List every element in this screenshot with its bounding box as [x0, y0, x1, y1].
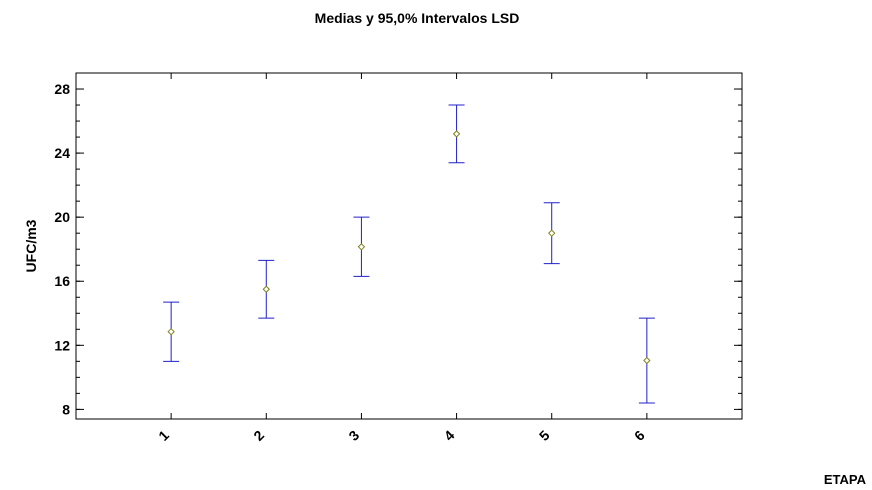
y-tick-label: 20 [54, 209, 70, 225]
mean-marker [357, 243, 366, 251]
x-tick-label: 2 [250, 427, 267, 444]
mean-marker [262, 285, 270, 293]
y-axis-label: UFC/m3 [23, 219, 39, 272]
x-axis-label: ETAPA [824, 472, 867, 487]
y-tick-label: 28 [54, 81, 70, 97]
y-tick-label: 16 [54, 273, 70, 289]
x-tick-label: 3 [345, 427, 362, 444]
y-tick-label: 8 [62, 401, 70, 417]
mean-marker [548, 229, 556, 237]
plot-frame [75, 72, 743, 420]
x-tick-label: 1 [155, 427, 172, 444]
y-tick-label: 12 [54, 337, 70, 353]
interval-series [163, 104, 655, 404]
x-tick-label: 5 [536, 427, 553, 444]
chart-title: Medias y 95,0% Intervalos LSD [315, 10, 520, 26]
x-tick-label: 6 [631, 427, 648, 444]
mean-marker [643, 356, 651, 365]
mean-marker [452, 130, 461, 138]
mean-marker [167, 327, 175, 336]
x-tick-label: 4 [441, 427, 458, 444]
y-tick-label: 24 [54, 145, 70, 161]
